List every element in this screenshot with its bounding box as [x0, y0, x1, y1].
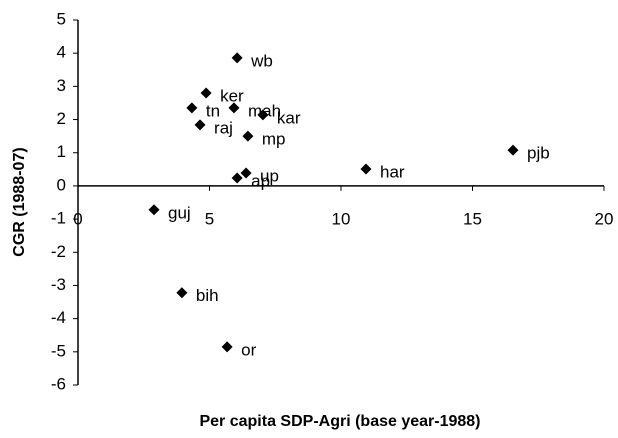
y-tick-label: 0 — [57, 175, 66, 194]
y-tick-label: 1 — [57, 142, 66, 161]
y-tick-label: -5 — [51, 341, 66, 360]
point-label: mah — [248, 101, 281, 120]
point — [507, 144, 519, 156]
point — [176, 287, 188, 299]
y-tick-label: 2 — [57, 109, 66, 128]
point-label: bih — [196, 286, 219, 305]
point — [186, 102, 198, 114]
y-tick-label: -2 — [51, 242, 66, 261]
y-tick-label: -4 — [51, 308, 66, 327]
point — [231, 172, 243, 184]
point-label: wb — [250, 51, 273, 70]
y-tick-label: -1 — [51, 209, 66, 228]
point — [231, 52, 243, 64]
point — [360, 163, 372, 175]
x-axis-title: Per capita SDP-Agri (base year-1988) — [199, 413, 480, 430]
point-label: pjb — [527, 144, 550, 163]
point — [148, 204, 160, 216]
y-tick-label: 5 — [57, 9, 66, 28]
point — [242, 130, 254, 142]
point-label: har — [380, 162, 405, 181]
point-label: up — [260, 166, 279, 185]
point-label: guj — [168, 203, 191, 222]
x-tick-label: 20 — [595, 209, 614, 228]
point — [257, 109, 269, 121]
y-tick-label: -3 — [51, 275, 66, 294]
point-label: kar — [277, 108, 301, 127]
point — [228, 102, 240, 114]
point — [200, 87, 212, 99]
y-tick-label: -6 — [51, 374, 66, 393]
point-label: ap — [251, 171, 270, 190]
x-tick-label: 10 — [332, 209, 351, 228]
x-tick-label: 15 — [463, 209, 482, 228]
point-label: ker — [220, 86, 244, 105]
x-tick-label: 0 — [73, 209, 82, 228]
y-tick-label: 4 — [57, 43, 66, 62]
point — [221, 341, 233, 353]
x-tick-label: 5 — [205, 209, 214, 228]
point — [194, 119, 206, 131]
y-axis-title: CGR (1988-07) — [11, 147, 28, 256]
point-label: or — [241, 340, 256, 359]
point-label: mp — [262, 130, 286, 149]
point — [240, 167, 252, 179]
point-label: tn — [206, 101, 220, 120]
point-label: raj — [214, 118, 233, 137]
y-tick-label: 3 — [57, 76, 66, 95]
